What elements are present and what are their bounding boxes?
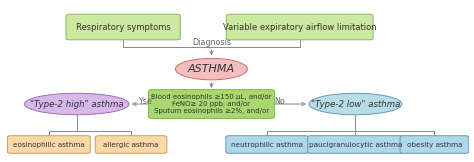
Text: "Type-2 high" asthma: "Type-2 high" asthma [30,99,124,109]
Text: No: No [274,98,285,106]
Text: Respiratory symptoms: Respiratory symptoms [76,23,171,32]
Text: Blood eosinophils ≥150 μL, and/or
FeNO≥ 20 ppb, and/or
Sputum eosinophils ≥2%, a: Blood eosinophils ≥150 μL, and/or FeNO≥ … [151,94,272,114]
FancyBboxPatch shape [66,14,180,40]
FancyBboxPatch shape [226,14,373,40]
Text: allergic asthma: allergic asthma [103,141,159,148]
Ellipse shape [25,93,129,115]
FancyBboxPatch shape [148,90,274,118]
Text: ASTHMA: ASTHMA [188,64,235,74]
Text: eosinophilic asthma: eosinophilic asthma [13,141,85,148]
Text: neutrophilic asthma: neutrophilic asthma [231,141,303,148]
Text: Yse: Yse [138,98,153,106]
FancyBboxPatch shape [400,136,469,153]
Ellipse shape [175,58,247,80]
Text: "Type-2 low" asthma: "Type-2 low" asthma [311,99,400,109]
FancyBboxPatch shape [8,136,90,153]
Text: Variable expiratory airflow limitation: Variable expiratory airflow limitation [223,23,376,32]
Text: Diagnosis: Diagnosis [192,38,231,47]
Ellipse shape [309,93,402,115]
Text: paucigranulocytic asthma: paucigranulocytic asthma [309,141,402,148]
FancyBboxPatch shape [226,136,309,153]
Text: obesity asthma: obesity asthma [407,141,462,148]
FancyBboxPatch shape [308,136,403,153]
FancyBboxPatch shape [95,136,167,153]
